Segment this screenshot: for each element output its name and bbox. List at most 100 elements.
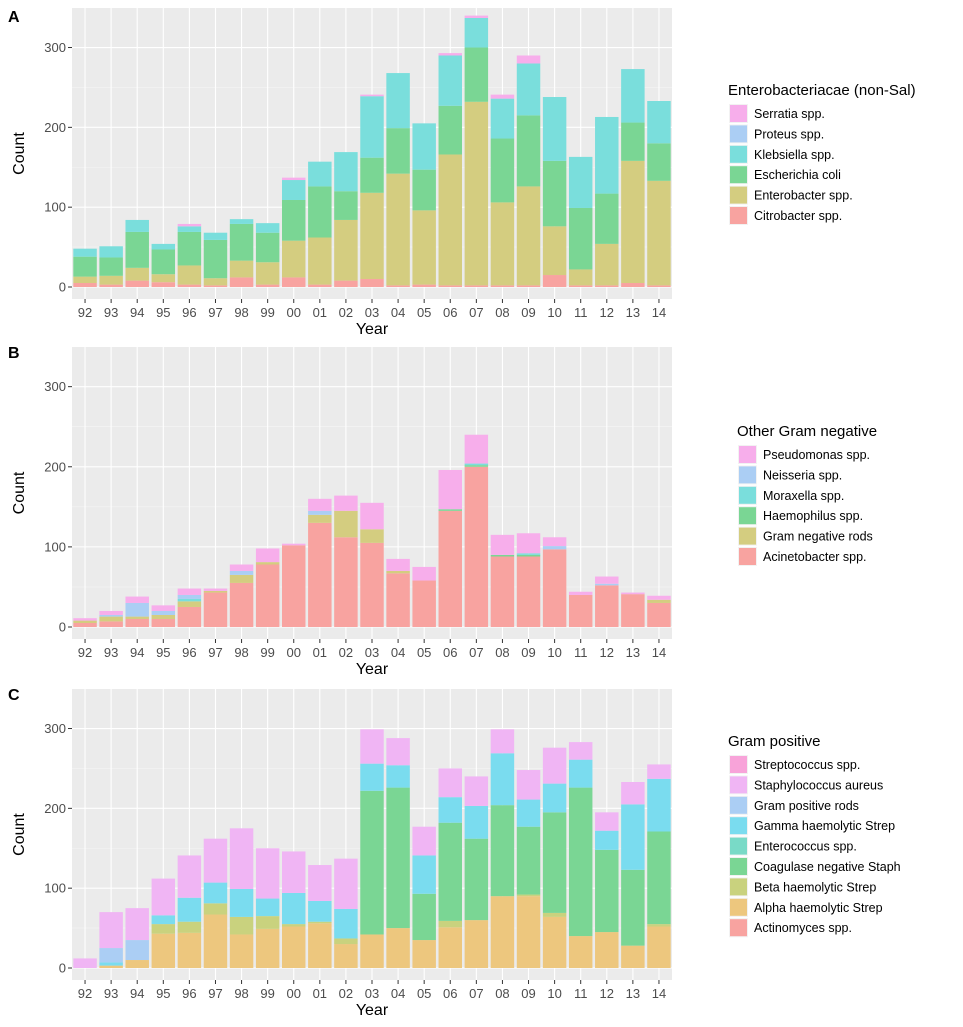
bar-serratia-spp-07: [464, 15, 489, 18]
bar-citrobacter-spp-96: [177, 284, 202, 287]
bar-pseudomonas-spp-03: [360, 502, 384, 530]
bar-neisseria-spp-98: [229, 570, 254, 575]
x-tick-label: 92: [78, 645, 92, 660]
bar-neisseria-spp-01: [308, 510, 332, 515]
bar-beta-haemolytic-strep-14: [647, 924, 671, 927]
x-tick-label: 01: [313, 305, 327, 320]
y-tick-label: 0: [59, 280, 66, 295]
bar-acinetobacter-spp-03: [360, 542, 384, 627]
x-tick-label: 03: [365, 305, 379, 320]
bar-enterobacter-spp-97: [203, 278, 228, 286]
bar-enterobacter-spp-92: [73, 276, 97, 284]
x-tick-label: 95: [156, 645, 170, 660]
x-tick-label: 06: [443, 645, 457, 660]
legend-label: Enterobacter spp.: [754, 189, 853, 203]
bar-staphylococcus-aureus-09: [516, 770, 541, 800]
x-tick-label: 09: [521, 645, 535, 660]
legend-swatch-alpha-haemolytic-strep: [730, 898, 747, 916]
bar-gram-negative-rods-92: [73, 620, 97, 623]
bar-moraxella-spp-07: [464, 463, 489, 466]
bar-enterobacter-spp-11: [568, 269, 593, 286]
bar-neisseria-spp-96: [177, 594, 202, 599]
bar-pseudomonas-spp-02: [334, 495, 358, 511]
bar-citrobacter-spp-13: [621, 283, 645, 287]
x-tick-label: 13: [626, 305, 640, 320]
bar-alpha-haemolytic-strep-99: [255, 928, 280, 968]
bar-haemophilus-spp-07: [464, 465, 489, 467]
bar-klebsiella-spp-93: [99, 246, 123, 258]
bar-pseudomonas-spp-96: [177, 588, 202, 595]
bar-alpha-haemolytic-strep-11: [568, 936, 593, 968]
bar-citrobacter-spp-00: [282, 277, 306, 287]
legend-swatch-moraxella-spp: [739, 486, 756, 504]
bar-gram-positive-rods-94: [125, 940, 149, 961]
bar-neisseria-spp-10: [542, 546, 567, 550]
bar-escherichia-coli-93: [99, 257, 123, 276]
bar-pseudomonas-spp-92: [73, 618, 97, 621]
bar-klebsiella-spp-09: [516, 63, 541, 116]
y-tick-label: 0: [59, 620, 66, 635]
bar-staphylococcus-aureus-08: [490, 729, 515, 754]
legend-label: Beta haemolytic Strep: [754, 880, 876, 894]
bar-gamma-haemolytic-strep-14: [647, 778, 671, 832]
bar-alpha-haemolytic-strep-03: [360, 934, 384, 968]
bar-beta-haemolytic-strep-06: [438, 920, 462, 928]
bar-gamma-haemolytic-strep-05: [412, 855, 436, 894]
x-tick-label: 05: [417, 986, 431, 1001]
bar-alpha-haemolytic-strep-00: [282, 926, 306, 968]
x-tick-label: 08: [495, 305, 509, 320]
bar-haemophilus-spp-06: [438, 509, 462, 511]
bar-acinetobacter-spp-02: [334, 537, 358, 627]
bar-gamma-haemolytic-strep-04: [386, 765, 410, 788]
bar-escherichia-coli-98: [229, 223, 254, 261]
bar-alpha-haemolytic-strep-04: [386, 928, 410, 968]
bar-staphylococcus-aureus-00: [282, 851, 306, 893]
legend-title: Gram positive: [728, 733, 821, 750]
bar-klebsiella-spp-03: [360, 96, 384, 158]
x-tick-label: 02: [339, 986, 353, 1001]
bar-escherichia-coli-01: [308, 186, 332, 238]
bar-citrobacter-spp-92: [73, 283, 97, 287]
bar-klebsiella-spp-00: [282, 180, 306, 200]
bar-klebsiella-spp-98: [229, 219, 254, 224]
bar-staphylococcus-aureus-99: [255, 848, 280, 899]
x-tick-label: 99: [260, 645, 274, 660]
bar-escherichia-coli-95: [151, 249, 176, 275]
x-axis-title: Year: [356, 321, 389, 338]
legend-swatch-serratia-spp: [730, 105, 747, 122]
bar-alpha-haemolytic-strep-10: [542, 916, 567, 968]
bar-staphylococcus-aureus-97: [203, 838, 228, 883]
bar-pseudomonas-spp-07: [464, 434, 489, 464]
bar-beta-haemolytic-strep-97: [203, 903, 228, 915]
bar-alpha-haemolytic-strep-13: [621, 945, 645, 968]
legend-label: Moraxella spp.: [763, 489, 844, 503]
x-tick-label: 03: [365, 645, 379, 660]
bar-alpha-haemolytic-strep-06: [438, 927, 462, 968]
legend-swatch-enterococcus-spp: [730, 837, 747, 855]
legend-swatch-gamma-haemolytic-strep: [730, 817, 747, 835]
bar-gamma-haemolytic-strep-10: [542, 783, 567, 813]
bar-alpha-haemolytic-strep-01: [308, 923, 332, 968]
bar-acinetobacter-spp-12: [595, 585, 619, 627]
bar-gamma-haemolytic-strep-97: [203, 882, 228, 904]
panel-label: B: [8, 345, 20, 362]
x-tick-label: 01: [313, 645, 327, 660]
legend-swatch-streptococcus-spp: [730, 756, 747, 773]
x-axis-title: Year: [356, 661, 389, 678]
legend-swatch-escherichia-coli: [730, 166, 747, 184]
bar-beta-haemolytic-strep-09: [516, 894, 541, 897]
bar-staphylococcus-aureus-98: [229, 828, 254, 889]
bar-coagulase-negative-staph-09: [516, 826, 541, 895]
y-tick-label: 200: [44, 120, 66, 135]
bar-moraxella-spp-96: [177, 598, 202, 602]
x-tick-label: 92: [78, 986, 92, 1001]
x-tick-label: 97: [208, 645, 222, 660]
bar-staphylococcus-aureus-01: [308, 865, 332, 901]
x-tick-label: 01: [313, 986, 327, 1001]
bar-beta-haemolytic-strep-95: [151, 924, 176, 934]
bar-gamma-haemolytic-strep-13: [621, 804, 645, 870]
bar-gamma-haemolytic-strep-11: [568, 759, 593, 788]
x-tick-label: 95: [156, 986, 170, 1001]
bar-acinetobacter-spp-09: [516, 556, 541, 627]
